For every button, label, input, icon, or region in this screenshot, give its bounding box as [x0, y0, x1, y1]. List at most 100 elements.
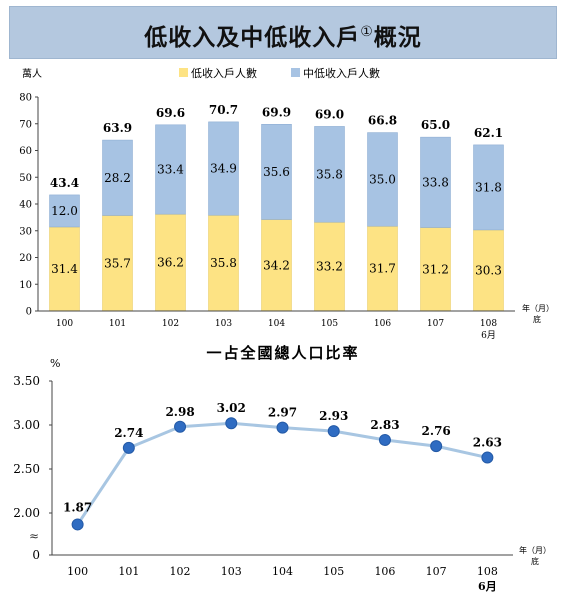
bar-midlow-income [314, 126, 345, 223]
bar-low-income [473, 229, 504, 312]
data-point-label: 2.76 [422, 424, 451, 438]
bar-midlow-label: 31.8 [475, 180, 502, 194]
data-point [225, 417, 238, 430]
bar-midlow-income [208, 121, 239, 216]
bar-total-label: 43.4 [50, 176, 79, 190]
legend-swatch-midlow [291, 68, 300, 77]
bar-xtick-label: 103 [215, 319, 232, 329]
bar-xtick-label: 107 [427, 319, 444, 329]
bar-xtick-label: 104 [268, 319, 285, 329]
bar-x-unit-sub: 底 [533, 314, 541, 324]
line-xtick-label: 101 [118, 565, 139, 578]
bar-midlow-income [49, 194, 80, 228]
legend-label-midlow: 中低收入戶人數 [303, 66, 380, 80]
bar-xtick-label: 108 [480, 319, 497, 329]
axis-break-symbol: ≈ [29, 529, 39, 543]
bar-ytick-label: 40 [19, 200, 32, 211]
line-ytick-label: 3.50 [13, 374, 40, 388]
bar-midlow-income [102, 139, 133, 216]
footnote-marker: ① [360, 24, 374, 40]
legend-swatch-low [179, 68, 188, 77]
bar-low-income [155, 213, 186, 312]
data-point-label: 1.87 [63, 500, 92, 514]
bar-low-income [49, 226, 80, 312]
bar-ytick-label: 70 [19, 119, 32, 130]
bar-total-label: 69.6 [156, 106, 185, 120]
bar-low-label: 35.7 [104, 256, 131, 270]
bar-x-unit-label: 年（月） [522, 303, 554, 313]
line-x-unit-label: 年（月） [519, 545, 551, 555]
bar-ytick-label: 20 [19, 253, 32, 264]
data-point-label: 2.74 [114, 426, 143, 440]
bar-midlow-label: 35.6 [263, 165, 290, 179]
bar-total-label: 69.0 [315, 107, 344, 121]
line-xtick-label: 100 [67, 565, 88, 578]
bar-total-label: 65.0 [421, 118, 450, 132]
bar-midlow-label: 33.4 [157, 162, 184, 176]
legend-label-low: 低收入戶人數 [191, 66, 257, 80]
bar-midlow-income [261, 124, 292, 220]
bar-chart: 萬人 低收入戶人數 中低收入戶人數 0 10 20 30 40 50 60 70 80 31.4… [19, 66, 554, 341]
bar-legend: 低收入戶人數 中低收入戶人數 [179, 66, 380, 80]
line-x-axis-ticks: 100 101 102 103 104 105 106 107 108 6月 [67, 565, 498, 593]
bar-xtick-label: 106 [374, 319, 391, 329]
bar-midlow-income [155, 124, 186, 215]
line-marks: 1.87 2.74 2.98 3.02 2.97 2.93 2.83 2.76 2.63 [63, 401, 502, 531]
bar-total-label: 66.8 [368, 114, 397, 128]
line-ytick-label: 2.50 [13, 462, 40, 476]
data-point [71, 518, 84, 531]
bar-low-label: 35.8 [210, 256, 237, 270]
bar-unit-label: 萬人 [22, 67, 42, 80]
line-xtick-label: 108 [477, 565, 498, 578]
bar-xtick-label: 101 [109, 319, 126, 329]
bar-low-label: 33.2 [316, 260, 343, 274]
line-chart-title: 一占全國總人口比率 [206, 344, 359, 362]
bar-total-label: 63.9 [103, 121, 132, 135]
line-y-axis-ticks: 0 2.00 2.50 3.00 3.50 [13, 374, 52, 562]
page-title: 低收入及中低收入戶①概況 [144, 24, 422, 51]
bar-ytick-label: 10 [19, 280, 32, 291]
bar-midlow-label: 28.2 [104, 171, 131, 185]
title-banner: 低收入及中低收入戶①概況 [9, 6, 557, 59]
bar-ytick-label: 80 [19, 93, 32, 104]
bar-midlow-income [367, 132, 398, 227]
line-ytick-label: 2.00 [13, 506, 40, 520]
data-point-label: 2.98 [165, 405, 194, 419]
bar-low-label: 30.3 [475, 263, 502, 277]
data-point-label: 3.02 [217, 401, 246, 415]
bar-ytick-label: 60 [19, 146, 32, 157]
bar-midlow-label: 12.0 [51, 204, 78, 218]
bar-midlow-label: 34.9 [210, 162, 237, 176]
data-point [276, 421, 289, 434]
line-chart: 一占全國總人口比率 % 0 2.00 2.50 3.00 3.50 ≈ 1.87 2.74… [13, 344, 551, 593]
bar-low-label: 36.2 [157, 256, 184, 270]
bar-y-axis-ticks: 0 10 20 30 40 50 60 70 80 [19, 93, 38, 318]
bar-low-label: 31.7 [369, 262, 396, 276]
bar-xtick-label: 100 [56, 319, 73, 329]
bar-midlow-income [420, 136, 451, 228]
bar-xtick-label: 105 [321, 319, 338, 329]
data-point [327, 425, 340, 438]
line-xtick-label: 105 [323, 565, 344, 578]
data-point [378, 433, 391, 446]
line-x-unit-sub: 底 [531, 556, 539, 566]
bar-midlow-label: 33.8 [422, 175, 449, 189]
data-point [174, 420, 187, 433]
line-xtick-label: 103 [221, 565, 242, 578]
line-xtick-sublabel: 6月 [478, 580, 497, 593]
line-xtick-label: 102 [170, 565, 191, 578]
line-ytick-label: 3.00 [13, 418, 40, 432]
bar-xtick-sublabel: 6月 [481, 330, 496, 341]
bar-marks: 31.4 12.0 43.4 35.7 28.2 63.9 36.2 33.4 69.6 35.8… [49, 103, 504, 312]
bar-midlow-label: 35.0 [369, 172, 396, 186]
bar-xtick-label: 102 [162, 319, 179, 329]
line-xtick-label: 106 [374, 565, 395, 578]
bar-total-label: 69.9 [262, 105, 291, 119]
bar-low-label: 31.2 [422, 262, 449, 276]
line-unit-label: % [50, 357, 60, 370]
data-point [430, 440, 443, 453]
bar-low-income [208, 214, 239, 312]
data-point-label: 2.83 [370, 418, 399, 432]
bar-ytick-label: 30 [19, 226, 32, 237]
